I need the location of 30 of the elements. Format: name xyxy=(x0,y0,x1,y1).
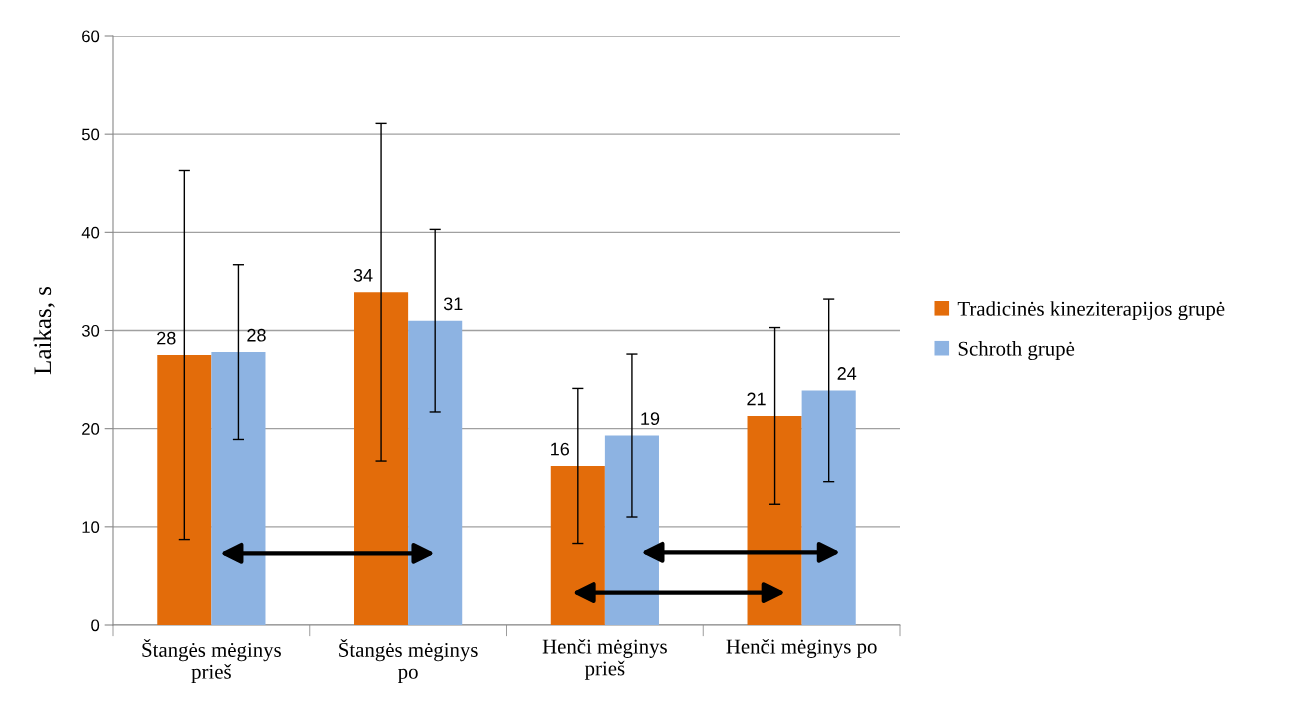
legend-label: Schroth grupė xyxy=(958,341,1075,360)
data-label: 28 xyxy=(247,328,266,342)
bar xyxy=(211,352,266,625)
data-label: 24 xyxy=(837,367,857,380)
x-tick-label: Štangės mėginys prieš xyxy=(142,638,281,684)
x-tick-label: Henči mėginys po xyxy=(726,638,877,658)
data-label: 16 xyxy=(551,442,570,456)
bar xyxy=(604,435,659,625)
legend-label: Tradicinės kineziterapijos grupė xyxy=(957,301,1225,321)
bar xyxy=(550,465,605,625)
bar xyxy=(157,355,212,625)
bar xyxy=(747,415,802,625)
y-axis-title: Laikas, s xyxy=(33,286,55,375)
data-label: 19 xyxy=(641,412,660,426)
bar xyxy=(408,320,463,625)
bar xyxy=(801,390,856,625)
x-tick-label: Henči mėginys prieš xyxy=(542,638,667,680)
y-tick-label: 0 xyxy=(91,619,100,632)
data-label: 34 xyxy=(353,268,373,282)
y-tick-label: 10 xyxy=(82,521,100,534)
data-label: 21 xyxy=(747,392,766,406)
y-tick-label: 30 xyxy=(81,324,100,337)
bar xyxy=(354,292,409,625)
data-label: 31 xyxy=(443,297,463,311)
y-tick-label: 50 xyxy=(81,128,100,141)
y-tick-label: 60 xyxy=(82,30,100,43)
data-label: 28 xyxy=(157,331,176,345)
y-tick-label: 40 xyxy=(81,226,100,239)
x-tick-label: Štangės mėginys po xyxy=(339,638,478,683)
y-tick-label: 20 xyxy=(82,423,100,435)
